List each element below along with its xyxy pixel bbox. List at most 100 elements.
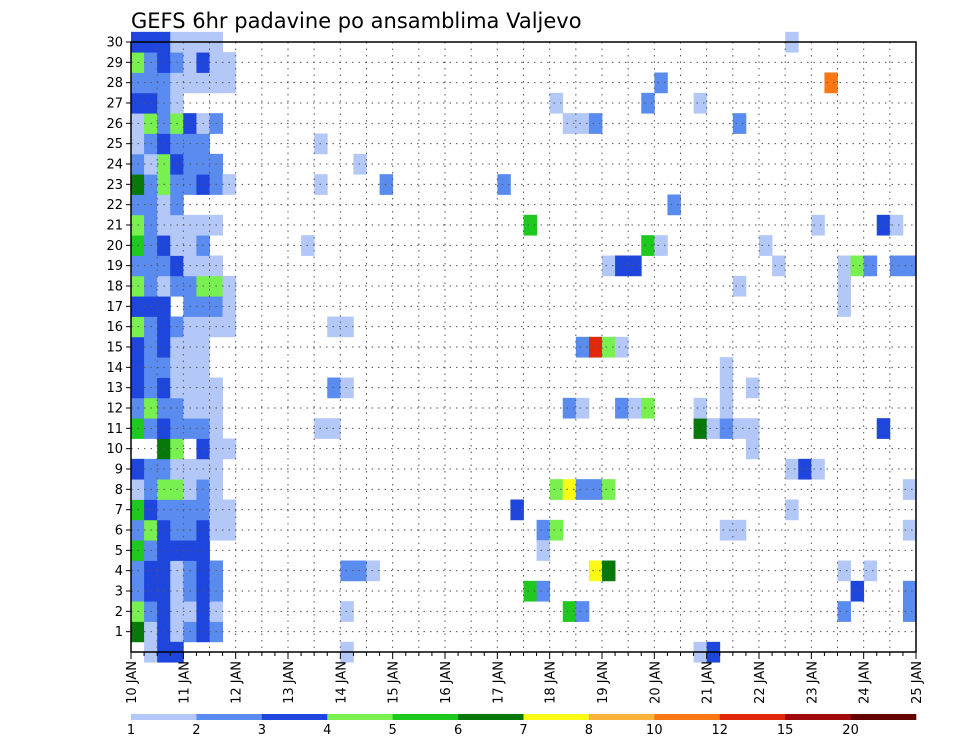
- x-tick-label: 17 JAN: [491, 661, 506, 704]
- color-scale-swatch: [588, 714, 655, 720]
- precip-cell: [549, 92, 564, 114]
- precip-cell: [772, 255, 786, 277]
- precip-cell: [693, 418, 708, 439]
- precip-cell: [745, 438, 760, 460]
- y-tick-label: 8: [115, 483, 123, 498]
- y-tick-label: 5: [115, 544, 123, 559]
- color-scale-label: 6: [454, 723, 462, 738]
- x-tick-label: 12 JAN: [230, 661, 245, 704]
- y-tick-label: 10: [106, 442, 123, 457]
- precip-cell: [602, 479, 616, 500]
- precip-cell: [798, 458, 812, 480]
- color-scale-swatch: [131, 714, 197, 720]
- precip-cell: [562, 397, 577, 419]
- precip-cell: [628, 255, 642, 277]
- color-scale-label: 4: [323, 723, 331, 738]
- color-scale-legend: 1 2 3 4 5 6 7 8 10 12 15 20: [127, 714, 917, 738]
- precip-cell: [732, 418, 747, 439]
- precip-cell: [588, 479, 603, 500]
- color-scale-swatch: [458, 714, 524, 720]
- precip-cell: [353, 560, 367, 582]
- precip-cell: [837, 255, 851, 277]
- x-tick-label: 24 JAN: [858, 661, 873, 704]
- y-tick-label: 27: [106, 97, 123, 112]
- y-tick-label: 21: [106, 219, 123, 234]
- color-scale-swatch: [392, 714, 459, 720]
- x-tick-label: 14 JAN: [334, 661, 349, 704]
- precip-cell: [523, 580, 537, 602]
- precip-cell: [745, 377, 760, 399]
- precip-cell: [575, 479, 590, 500]
- y-tick-label: 14: [106, 361, 123, 376]
- precip-cell: [837, 560, 851, 582]
- precip-cell: [719, 377, 734, 399]
- color-scale-swatch: [785, 714, 851, 720]
- precip-cell: [340, 560, 354, 582]
- y-tick-label: 12: [106, 402, 123, 417]
- y-axis-member-ticks: 1234567891011121314151617181920212223242…: [106, 36, 131, 640]
- precip-cell: [902, 580, 917, 602]
- y-tick-label: 1: [115, 625, 123, 640]
- precip-cell: [615, 397, 629, 419]
- precip-cell: [588, 336, 603, 358]
- precip-cell: [510, 499, 524, 521]
- color-scale-label: 8: [585, 723, 593, 738]
- color-scale-swatch: [196, 714, 263, 720]
- precip-cell: [575, 336, 590, 358]
- y-tick-label: 30: [106, 36, 123, 51]
- y-tick-label: 6: [115, 524, 123, 539]
- chart-title: GEFS 6hr padavine po ansamblima Valjevo: [131, 9, 582, 33]
- precip-cell: [602, 560, 616, 582]
- y-tick-label: 7: [115, 503, 123, 518]
- precip-cell: [785, 458, 799, 480]
- x-tick-label: 10 JAN: [125, 661, 140, 704]
- precip-cell: [811, 458, 825, 480]
- precip-cell: [536, 580, 551, 602]
- x-tick-label: 13 JAN: [282, 661, 297, 704]
- precip-cell: [902, 479, 917, 500]
- precip-cell: [654, 72, 668, 94]
- precip-cell: [366, 560, 380, 582]
- color-scale-label: 10: [646, 723, 663, 738]
- y-tick-label: 20: [106, 239, 123, 254]
- color-scale-label: 20: [842, 723, 859, 738]
- precip-cell: [850, 255, 865, 277]
- x-tick-label: 16 JAN: [439, 661, 454, 704]
- precip-cell: [628, 397, 642, 419]
- color-scale-swatch: [261, 714, 328, 720]
- precip-cell: [811, 214, 825, 236]
- precip-cell: [745, 418, 760, 439]
- x-tick-label: 15 JAN: [387, 661, 402, 704]
- color-scale-label: 12: [711, 723, 728, 738]
- precip-cell: [641, 92, 655, 114]
- precip-cell: [536, 540, 551, 561]
- precip-cell: [562, 601, 577, 622]
- precip-cell: [536, 519, 551, 541]
- precip-cell: [523, 214, 537, 236]
- precip-cell: [706, 418, 721, 439]
- color-scale-swatch: [654, 714, 721, 720]
- color-scale-swatch: [523, 714, 590, 720]
- y-tick-label: 24: [106, 158, 123, 173]
- precip-cell: [340, 316, 354, 338]
- y-tick-label: 2: [115, 605, 123, 620]
- precip-cell: [824, 72, 838, 94]
- precip-cell: [562, 479, 577, 500]
- color-scale-label: 2: [192, 723, 200, 738]
- color-scale-label: 5: [389, 723, 397, 738]
- precip-cell: [575, 397, 590, 419]
- precip-cell: [732, 519, 747, 541]
- x-tick-label: 23 JAN: [805, 661, 820, 704]
- precip-cell: [588, 560, 603, 582]
- precip-cell: [876, 418, 891, 439]
- color-scale-label: 15: [777, 723, 794, 738]
- y-tick-label: 17: [106, 300, 123, 315]
- precip-cell: [497, 174, 511, 195]
- precip-cell: [602, 336, 616, 358]
- y-tick-label: 18: [106, 280, 123, 295]
- y-tick-label: 19: [106, 259, 123, 274]
- precip-cell: [732, 113, 747, 134]
- precip-cell: [667, 194, 681, 216]
- y-tick-label: 26: [106, 117, 123, 132]
